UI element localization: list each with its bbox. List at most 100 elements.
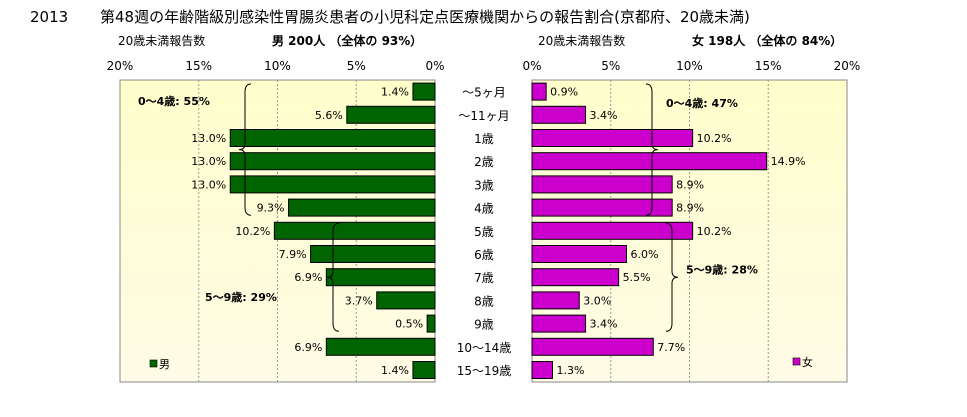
female-panel: 20歳未満報告数 女 198人 （全体の 84%） 0% 5% 10% 15% 20% … [522, 33, 860, 383]
female-value-label: 3.4% [590, 109, 618, 122]
male-bar [310, 245, 436, 263]
female-value-label: 10.2% [697, 132, 732, 145]
male-value-label: 13.0% [191, 132, 226, 145]
female-value-label: 8.9% [676, 178, 704, 191]
category-label: 15～19歳 [457, 364, 512, 378]
female-value-label: 0.9% [550, 86, 578, 99]
female-summary: 女 198人 （全体の 84%） [692, 33, 842, 48]
female-group-brace [665, 222, 679, 332]
year-label: 2013 [30, 8, 68, 26]
female-bar [531, 152, 768, 171]
female-group-brace [645, 83, 659, 216]
male-bar [325, 268, 436, 287]
male-tick-labels: 0% 5% 10% 15% 20% [107, 59, 445, 73]
female-value-label: 3.0% [583, 294, 611, 307]
male-bar [229, 129, 436, 147]
male-bar [229, 175, 436, 194]
female-value-label: 14.9% [771, 155, 806, 168]
female-tick-labels: 0% 5% 10% 15% 20% [522, 59, 860, 73]
male-bar [346, 105, 436, 124]
category-label: ～11ヶ月 [458, 109, 509, 123]
male-group-label: 5～9歳: 29% [205, 290, 277, 304]
male-bar [273, 221, 436, 240]
female-bar [531, 268, 620, 287]
male-panel: 20歳未満報告数 男 200人 （全体の 93%） 0%5%10%15%20% … [107, 33, 445, 383]
female-value-label: 7.7% [657, 341, 685, 354]
male-bar [376, 291, 436, 310]
female-legend-label: 女 [802, 355, 813, 369]
x-tick-label: 15% [185, 59, 212, 73]
male-group-brace [326, 222, 340, 332]
category-label: 6歳 [474, 248, 494, 262]
male-value-label: 5.6% [315, 109, 343, 122]
male-value-label: 1.4% [381, 86, 409, 99]
x-tick-label: 10% [264, 59, 291, 73]
female-bar [531, 314, 587, 333]
x-tick-label: 5% [347, 59, 366, 73]
female-bar [531, 82, 547, 101]
category-label: 4歳 [474, 202, 494, 216]
female-value-label: 3.4% [590, 318, 618, 331]
female-bar [531, 337, 654, 356]
female-bar [531, 105, 587, 124]
x-tick-label: 5% [601, 59, 620, 73]
male-bar [412, 361, 436, 379]
x-tick-label: 20% [834, 59, 861, 73]
x-tick-label: 20% [107, 59, 134, 73]
male-bars: 1.4% 5.6% 13.0% 13.0% 13.0% 9.3% 10.2% 7.9% 6.9%… [191, 82, 436, 379]
female-axis-caption: 20歳未満報告数 [538, 33, 625, 48]
category-label: ～5ヶ月 [462, 86, 506, 100]
x-tick-label: 0% [522, 59, 541, 73]
male-axis-caption: 20歳未満報告数 [118, 33, 205, 48]
category-label: 10～14歳 [457, 341, 512, 355]
category-label: 7歳 [474, 271, 494, 285]
male-group-brace [238, 83, 252, 216]
female-value-label: 5.5% [623, 271, 651, 284]
male-bar [325, 337, 436, 356]
male-value-label: 0.5% [395, 318, 423, 331]
male-summary: 男 200人 （全体の 93%） [272, 33, 422, 48]
male-group-annotations: 0～4歳: 55% 5～9歳: 29% [138, 83, 340, 332]
x-tick-label: 0% [425, 59, 444, 73]
category-label: 3歳 [474, 178, 494, 192]
category-label: 5歳 [474, 225, 494, 239]
male-bar [229, 152, 436, 171]
x-tick-label: 15% [755, 59, 782, 73]
female-bar [531, 198, 673, 217]
male-legend-label: 男 [159, 358, 170, 371]
female-bar [531, 245, 627, 263]
female-group-label: 0～4歳: 47% [666, 96, 738, 110]
male-value-label: 9.3% [257, 202, 285, 215]
female-bar [531, 221, 694, 240]
male-bar [426, 314, 436, 333]
female-bar [531, 291, 580, 310]
female-value-label: 8.9% [676, 202, 704, 215]
male-bar [412, 82, 436, 101]
female-bar [531, 175, 673, 194]
female-value-label: 6.0% [631, 248, 659, 261]
male-bar [288, 198, 436, 217]
male-value-label: 10.2% [235, 225, 270, 238]
x-tick-label: 10% [676, 59, 703, 73]
male-value-label: 6.9% [294, 271, 322, 284]
male-value-label: 6.9% [294, 341, 322, 354]
female-group-annotations: 0～4歳: 47% 5～9歳: 28% [645, 83, 758, 332]
female-bar [531, 361, 553, 379]
female-value-label: 10.2% [697, 225, 732, 238]
female-group-label: 5～9歳: 28% [686, 263, 758, 277]
category-label: 1歳 [474, 132, 494, 146]
male-value-label: 3.7% [345, 294, 373, 307]
category-label: 8歳 [474, 294, 494, 308]
male-legend-swatch [149, 359, 158, 368]
male-value-label: 13.0% [191, 178, 226, 191]
chart-title: 第48週の年齢階級別感染性胃腸炎患者の小児科定点医療機関からの報告割合(京都府、… [100, 8, 750, 26]
male-value-label: 7.9% [279, 248, 307, 261]
male-value-label: 13.0% [191, 155, 226, 168]
female-legend-swatch [792, 357, 801, 366]
male-value-label: 1.4% [381, 364, 409, 377]
male-group-label: 0～4歳: 55% [138, 94, 210, 108]
female-bar [531, 129, 694, 147]
female-value-label: 1.3% [556, 364, 584, 377]
category-label: 9歳 [474, 318, 494, 332]
